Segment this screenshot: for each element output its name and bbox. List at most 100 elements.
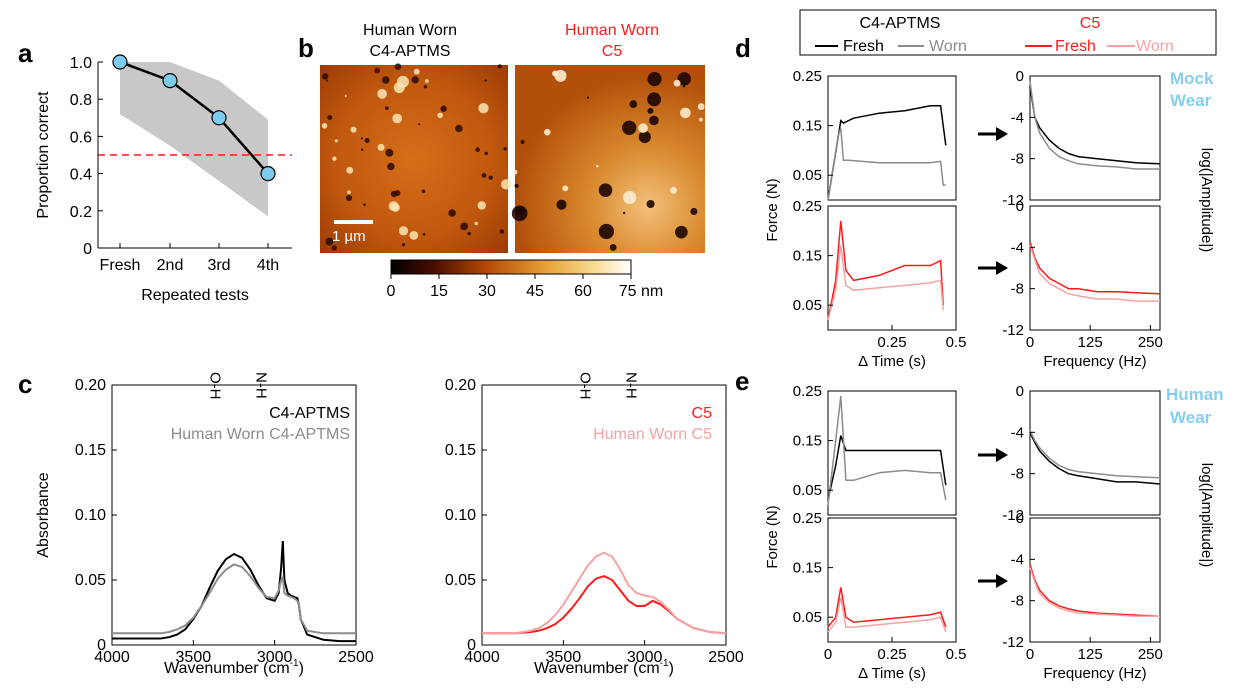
afm-feature: [455, 124, 463, 133]
afm-feature: [629, 100, 638, 108]
afm-feature: [325, 237, 334, 246]
proportion-line: [119, 60, 269, 175]
afm-right-label-line2: C5: [602, 43, 623, 60]
y-tick-label: 0.6: [70, 129, 92, 146]
mock-wear-label-line2: Wear: [1170, 91, 1212, 110]
afm-feature: [413, 68, 420, 75]
peak-annotation: N-H: [252, 372, 269, 399]
series-line-fresh: [1029, 564, 1161, 617]
x-tick-label: 0: [824, 646, 832, 663]
y-tick-label: 0.15: [793, 560, 822, 577]
afm-feature: [598, 183, 613, 197]
series-line-fresh: [827, 220, 944, 321]
afm-feature: [477, 201, 486, 210]
plot-frame: [827, 75, 957, 201]
afm-feature: [448, 209, 456, 217]
afm-feature: [680, 107, 691, 119]
legend-c5-worn-label: Worn: [1136, 38, 1174, 55]
afm-feature: [646, 199, 655, 209]
afm-feature: [360, 137, 364, 140]
y-tick-label: 0.10: [75, 507, 106, 524]
force-ylabel-e: Force (N): [764, 505, 781, 568]
plot-frame: [1029, 390, 1161, 516]
y-tick-label: 0.25: [793, 510, 822, 527]
afm-feature: [586, 96, 590, 99]
afm-feature: [363, 203, 366, 207]
x-tick-label: 4000: [464, 649, 500, 666]
afm-feature: [377, 89, 387, 99]
afm-feature: [670, 186, 677, 194]
afm-image-c5: [515, 65, 705, 253]
afm-feature: [598, 223, 615, 240]
x-tick-label: 0.25: [877, 334, 906, 351]
afm-feature: [398, 226, 409, 236]
arrow-icon: [978, 127, 1008, 141]
x-tick-label: 2500: [708, 649, 744, 666]
x-tick-label: 4000: [94, 649, 130, 666]
series-line-fresh: [827, 587, 947, 628]
y-tick-label: 0: [1016, 68, 1024, 85]
series-line-worn: [1029, 81, 1160, 170]
y-tick-label: 0.15: [793, 248, 822, 265]
x-tick-label: 3500: [546, 649, 582, 666]
afm-feature: [321, 123, 328, 129]
plot-frame: [481, 384, 727, 646]
y-tick-label: -4: [1011, 109, 1024, 126]
afm-image-c4-texture: [321, 63, 512, 251]
y-tick-label: 0: [97, 637, 106, 654]
afm-feature: [423, 84, 428, 89]
afm-feature: [350, 126, 357, 133]
afm-feature: [609, 244, 617, 251]
afm-feature: [325, 79, 329, 82]
x-axis-label-superscript: -1: [660, 658, 669, 669]
afm-feature: [440, 105, 447, 112]
y-tick-label: 0.05: [793, 482, 822, 499]
data-point: [162, 72, 178, 89]
afm-feature: [460, 222, 469, 231]
afm-feature: [392, 113, 403, 124]
x-tick-label: 0: [1026, 646, 1034, 663]
afm-feature: [437, 112, 443, 119]
colorbar-tick-label: 75 nm: [619, 283, 663, 300]
scale-bar-label: 1 µm: [332, 228, 366, 245]
x-tick-label: 0.5: [946, 646, 967, 663]
afm-feature: [475, 147, 480, 153]
afm-feature: [382, 76, 390, 84]
afm-feature: [675, 225, 688, 239]
y-tick-label: 0: [1016, 383, 1024, 400]
afm-feature: [409, 231, 419, 240]
series-line-worn: [827, 127, 946, 201]
colorbar-ticks: 0 15 30 45 60 75 nm: [387, 274, 663, 300]
human-wear-label-line2: Wear: [1170, 408, 1212, 427]
arrow-icon: [978, 448, 1008, 462]
series-line-human-worn-c5: [482, 551, 727, 635]
afm-feature: [499, 229, 505, 234]
afm-feature: [562, 185, 569, 192]
x-tick-label: 0.25: [877, 646, 906, 663]
legend-box: [799, 9, 1217, 56]
y-tick-label: 0.10: [445, 507, 476, 524]
afm-feature: [649, 115, 659, 126]
chart-d-fft-c4-aptms: 0 -4 -8 -12 log(|Amplitude|): [1002, 68, 1215, 252]
y-tick-label: 0.25: [793, 68, 822, 85]
x-tick-label: 125: [1078, 334, 1103, 351]
afm-feature: [647, 107, 654, 114]
panel-letter-c: c: [18, 369, 32, 399]
x-tick-label: 2500: [338, 649, 374, 666]
colorbar-tick-label: 0: [387, 283, 396, 300]
afm-feature: [497, 64, 502, 69]
legend-c5-title: C5: [1080, 15, 1101, 32]
chart-d-force-c4-aptms: 0.05 0.15 0.25: [793, 68, 957, 201]
plot-frame: [1029, 75, 1161, 201]
chart-a-proportion-correct: 0 0.2 0.4 0.6 0.8 1.0 Fresh 2nd 3rd 4th Repeated t…: [35, 54, 292, 304]
series-line-fresh: [1029, 431, 1161, 485]
x-axis-label: Δ Time (s): [858, 665, 926, 682]
afm-feature: [500, 179, 512, 190]
afm-right-label-line1: Human Worn: [565, 22, 659, 39]
x-axis-label: Δ Time (s): [858, 353, 926, 370]
afm-feature: [622, 211, 626, 215]
y-tick-label: -12: [1002, 322, 1024, 339]
afm-feature: [347, 190, 351, 195]
afm-image-c5-texture: [511, 69, 705, 251]
legend-c4-worn-label: Worn: [929, 38, 967, 55]
